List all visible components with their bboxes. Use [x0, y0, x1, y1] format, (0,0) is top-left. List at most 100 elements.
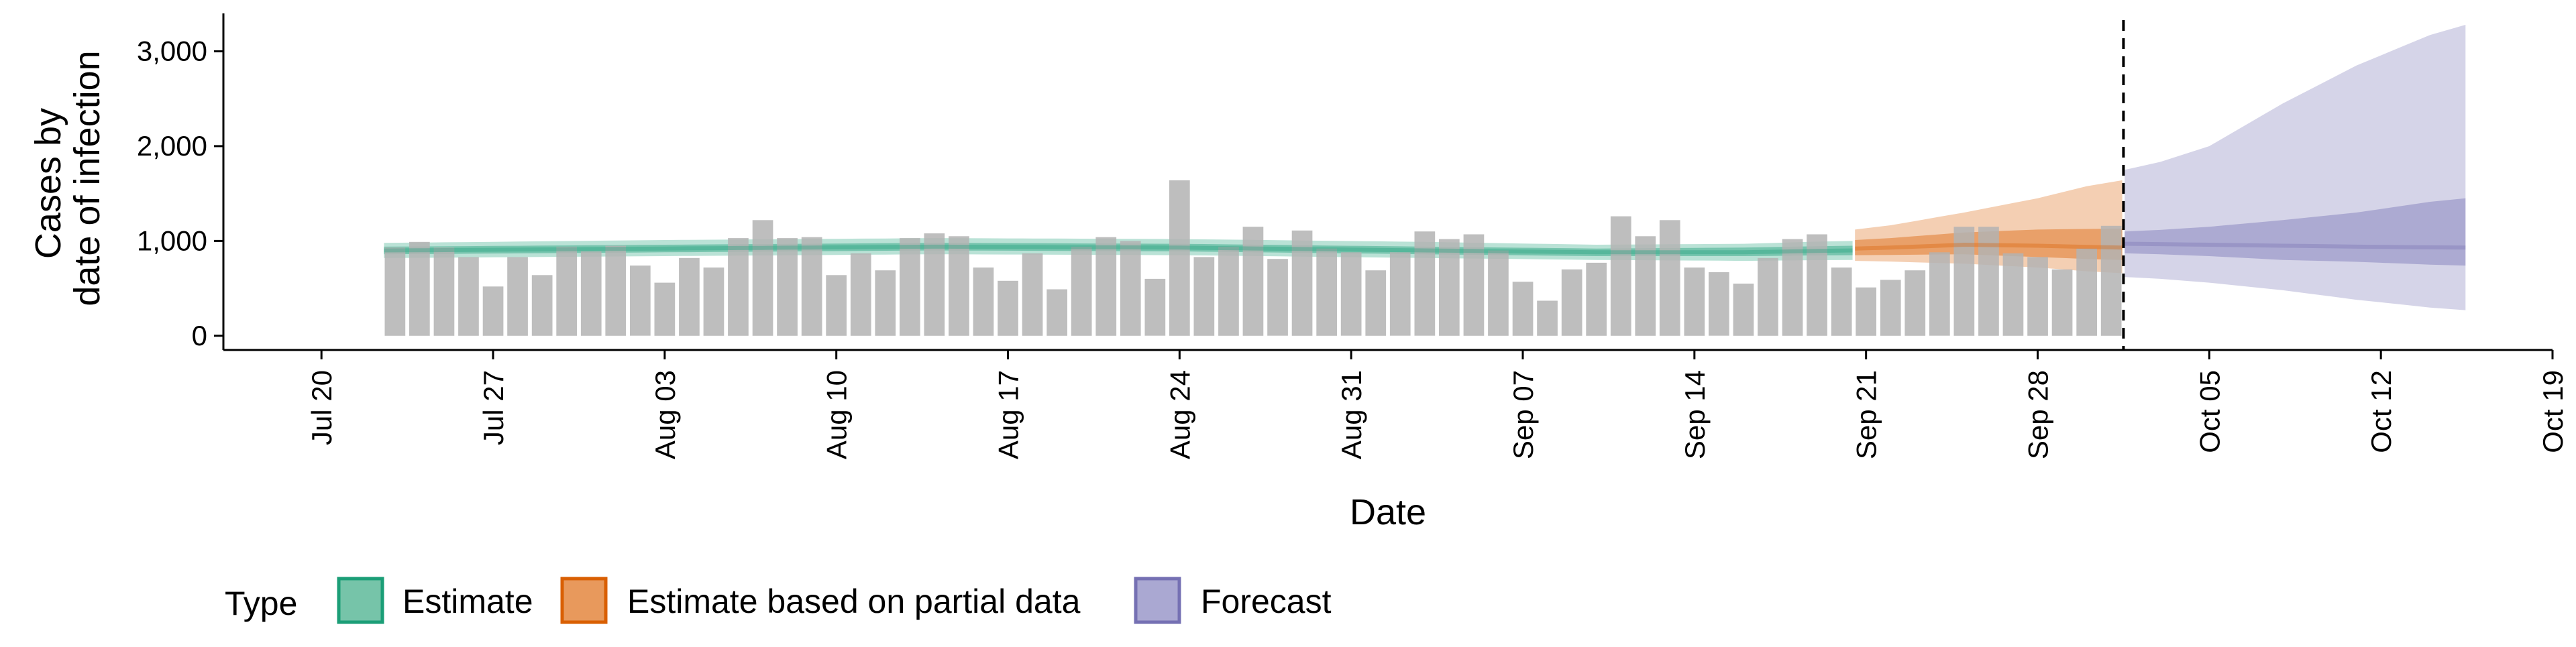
x-tick-label: Sep 07 [1507, 370, 1539, 459]
case-bar [2051, 269, 2073, 336]
case-bar [1880, 280, 1901, 336]
case-bar [1733, 284, 1754, 336]
case-bar [1046, 289, 1067, 336]
case-bar [2100, 225, 2122, 336]
case-bar [1635, 236, 1656, 336]
case-bar [1120, 241, 1141, 336]
case-bar [703, 268, 724, 336]
case-bar [1488, 250, 1509, 336]
estimate-median-line [384, 244, 1853, 255]
case-bar [605, 245, 627, 336]
case-bar [949, 236, 969, 336]
case-bar [1071, 246, 1092, 336]
case-bar [580, 251, 602, 336]
axes-layer [222, 13, 2553, 351]
case-bar [1218, 246, 1239, 336]
legend-label-estimate-based-on-partial-data: Estimate based on partial data [627, 583, 1081, 620]
x-tick-label: Aug 10 [821, 370, 853, 459]
case-bar [1439, 239, 1460, 336]
ticks-layer: 0 1,000 2,000 3,000 Jul 20 Jul 27 Aug 03 Aug 10… [137, 36, 2569, 460]
case-bar [1389, 252, 1411, 336]
forecast-median-line [2125, 241, 2466, 250]
legend-label-estimate: Estimate [402, 583, 533, 620]
case-bar [1929, 252, 1950, 336]
case-bar [900, 238, 920, 336]
case-bar [875, 270, 896, 336]
y-axis-title-line-2: date of infection [67, 50, 107, 306]
case-bar [1684, 268, 1705, 336]
case-bar [850, 253, 871, 336]
legend-label-forecast: Forecast [1201, 583, 1332, 620]
case-bar [1586, 262, 1607, 336]
case-bar [1169, 180, 1190, 336]
case-bar [1831, 268, 1852, 336]
x-tick-label: Sep 21 [1851, 370, 1882, 459]
forecast-outer-band [2125, 25, 2466, 310]
estimate-based-on-partial-data-median-line [1855, 242, 2123, 251]
case-bar [679, 257, 700, 336]
case-bar [1610, 216, 1631, 336]
y-tick-label: 2,000 [137, 130, 207, 162]
legend-key-estimate [337, 577, 384, 624]
case-bar [752, 220, 773, 336]
case-bar [654, 282, 676, 336]
case-bar [1709, 272, 1729, 336]
case-bar [556, 246, 577, 336]
case-bar [531, 275, 553, 336]
x-tick-label: Aug 31 [1336, 370, 1367, 459]
case-bar [1782, 239, 1803, 336]
forecast-inner-band [2125, 198, 2466, 266]
x-tick-label: Jul 20 [306, 370, 337, 445]
y-tick-label: 0 [192, 320, 207, 351]
case-bar [1758, 257, 1778, 336]
case-bar [1561, 269, 1582, 336]
legend-title: Type [225, 585, 297, 622]
case-bar [2002, 253, 2024, 336]
case-bar [1978, 227, 1999, 336]
estimate-bands-layer [384, 25, 2466, 310]
case-bar [1144, 278, 1166, 336]
case-bar [1365, 270, 1387, 336]
x-tick-label: Aug 24 [1164, 370, 1195, 459]
case-bar [801, 237, 822, 336]
case-bar [777, 238, 798, 336]
case-bar [1414, 231, 1436, 336]
case-bar [1316, 248, 1337, 336]
case-bar [384, 247, 406, 336]
case-bar [409, 241, 430, 336]
x-tick-label: Aug 03 [649, 370, 681, 459]
case-bar [1807, 234, 1827, 336]
case-bar [1267, 259, 1288, 336]
x-tick-label: Oct 12 [2365, 370, 2397, 453]
case-bar [630, 266, 651, 336]
legend: Type Estimate Estimate based on partial d… [225, 577, 1332, 624]
case-bar [1463, 234, 1485, 336]
x-tick-label: Jul 27 [478, 370, 509, 445]
case-bar [1242, 227, 1264, 336]
x-tick-label: Sep 14 [1679, 370, 1711, 459]
legend-key-estimate-based-on-partial-data [560, 577, 608, 624]
estimate-outer-band [384, 238, 1853, 261]
case-bar [1340, 252, 1362, 336]
case-bar [1904, 270, 1926, 336]
case-bar [1953, 227, 1975, 336]
case-bar [507, 257, 528, 336]
case-bar [1659, 220, 1680, 336]
y-axis-title: Cases by date of infection [28, 50, 107, 306]
case-bar [1856, 287, 1876, 336]
case-bar [728, 238, 749, 336]
y-axis-title-line-1: Cases by [28, 108, 68, 259]
legend-key-forecast [1134, 577, 1181, 624]
y-tick-label: 3,000 [137, 36, 207, 67]
case-bar [1512, 282, 1534, 336]
y-tick-label: 1,000 [137, 225, 207, 256]
case-bar [998, 280, 1018, 336]
x-axis-title: Date [1350, 492, 1426, 532]
estimate-inner-band [384, 243, 1853, 256]
case-bar [482, 286, 504, 336]
x-tick-label: Oct 05 [2194, 370, 2225, 453]
case-bar [826, 275, 847, 336]
case-bar [2076, 248, 2097, 336]
